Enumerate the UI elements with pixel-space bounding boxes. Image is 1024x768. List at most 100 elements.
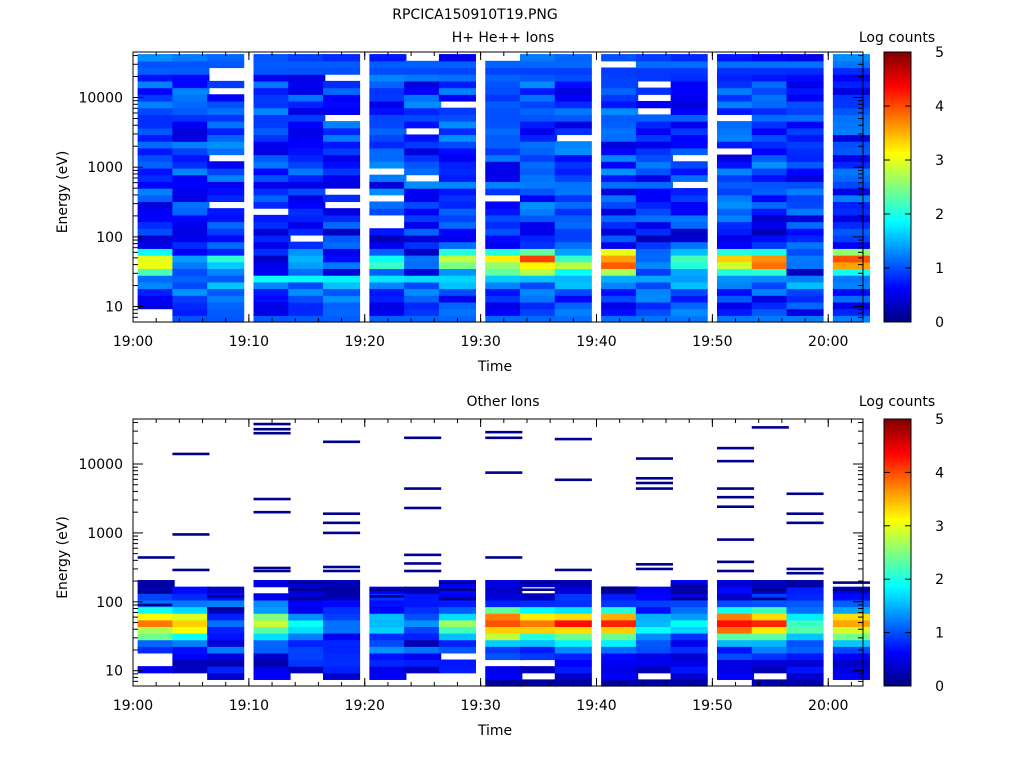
heatmap-cell: [786, 228, 824, 236]
heatmap-cell: [751, 147, 789, 156]
heatmap-cell: [601, 613, 639, 621]
heatmap-cell: [438, 234, 476, 243]
colorbar-step: [884, 181, 911, 185]
heatmap-cell: [751, 54, 789, 62]
heatmap-cell: [786, 107, 824, 115]
heatmap-cell: [554, 127, 592, 136]
heatmap-cell: [207, 167, 245, 176]
heatmap-cell: [751, 606, 789, 614]
heatmap-cell: [520, 60, 558, 69]
heatmap-cell: [670, 127, 708, 136]
heatmap-cell: [438, 67, 476, 75]
heatmap-cell: [717, 646, 755, 654]
heatmap-cell: [137, 228, 175, 236]
heatmap-cell: [253, 67, 291, 75]
heatmap-cell: [438, 639, 476, 647]
heatmap-cell: [137, 261, 175, 270]
heatmap-cell: [369, 261, 407, 270]
heatmap-cell: [323, 281, 361, 290]
heatmap-cell: [751, 659, 789, 667]
heatmap-cell: [601, 114, 639, 122]
colorbar-step: [884, 249, 911, 253]
heatmap-cell: [635, 268, 673, 276]
heatmap-cell: [751, 188, 789, 196]
heatmap-cell: [635, 679, 673, 687]
heatmap-cell: [207, 80, 245, 89]
heatmap-cell: [207, 301, 245, 310]
panel-other-ions: 19:00 19:10 19:20 19:30 19:40 19:50 20:0010100…: [55, 394, 944, 739]
heatmap-cell: [172, 281, 210, 290]
heatmap-cell: [635, 315, 673, 323]
heatmap-cell: [786, 141, 824, 149]
heatmap-cell: [670, 288, 708, 296]
heatmap-cell: [438, 301, 476, 310]
heatmap-cell: [404, 248, 442, 256]
heatmap-cell: [172, 626, 210, 634]
colorbar-step: [884, 477, 911, 481]
heatmap-cell: [485, 107, 523, 115]
heatmap-cell: [288, 593, 326, 601]
heatmap-cell: [288, 599, 326, 608]
heatmap-cell: [207, 141, 245, 149]
heatmap-cell: [369, 127, 407, 136]
heatmap-cell: [137, 94, 175, 102]
colorbar-step: [884, 448, 911, 452]
colorbar-step: [884, 469, 911, 473]
heatmap-cell: [404, 87, 442, 95]
colorbar-step: [884, 643, 911, 647]
heatmap-cell: [207, 161, 245, 169]
heatmap-cell: [323, 275, 361, 283]
heatmap-cell: [520, 181, 558, 189]
heatmap-cell: [438, 308, 476, 316]
heatmap-cell: [635, 201, 673, 209]
heatmap-cell: [717, 141, 755, 149]
heatmap-cell: [137, 87, 175, 95]
heatmap-cell: [288, 214, 326, 223]
heatmap-cell: [554, 672, 592, 680]
heatmap-cell: [520, 646, 558, 654]
heatmap-cell: [438, 241, 476, 249]
y-axis-label: Energy (eV): [55, 151, 71, 234]
heatmap-cell: [832, 275, 870, 283]
colorbar-step: [884, 467, 911, 471]
heatmap-cell: [786, 74, 824, 82]
heatmap-cell: [832, 87, 870, 95]
heatmap-cell: [438, 606, 476, 614]
heatmap-cell: [670, 606, 708, 614]
heatmap-cell: [288, 174, 326, 182]
heatmap-cell: [786, 201, 824, 209]
heatmap-cell: [832, 295, 870, 303]
heatmap-cell: [670, 141, 708, 149]
heatmap-cell: [786, 181, 824, 189]
colorbar-step: [884, 517, 911, 521]
heatmap-cell: [832, 154, 870, 162]
colorbar-step: [884, 232, 911, 237]
count-line: [832, 588, 870, 591]
heatmap-cell: [288, 666, 326, 674]
count-line: [786, 521, 824, 525]
heatmap-cell: [369, 201, 407, 209]
y-tick-label: 1000: [87, 526, 123, 542]
count-line: [404, 569, 442, 573]
y-tick-label: 10000: [78, 91, 123, 107]
heatmap-cell: [137, 288, 175, 296]
heatmap-cell: [751, 679, 789, 687]
heatmap-cell: [438, 107, 476, 115]
colorbar-step: [884, 243, 911, 247]
heatmap-cell: [404, 613, 442, 621]
heatmap-cell: [369, 295, 407, 303]
heatmap-cell: [485, 255, 523, 263]
heatmap-cell: [520, 221, 558, 229]
heatmap-cell: [832, 593, 870, 601]
colorbar-step: [884, 173, 911, 177]
heatmap-cell: [485, 248, 523, 256]
heatmap-cell: [520, 606, 558, 614]
heatmap-cell: [786, 672, 824, 680]
heatmap-cell: [554, 181, 592, 189]
colorbar-step: [884, 289, 911, 293]
heatmap-cell: [323, 593, 361, 601]
heatmap-cell: [601, 666, 639, 674]
heatmap-cell: [832, 94, 870, 102]
heatmap-cell: [554, 301, 592, 310]
heatmap-cell: [323, 141, 361, 149]
